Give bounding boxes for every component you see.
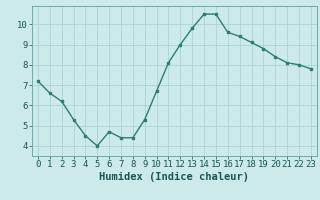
X-axis label: Humidex (Indice chaleur): Humidex (Indice chaleur) <box>100 172 249 182</box>
